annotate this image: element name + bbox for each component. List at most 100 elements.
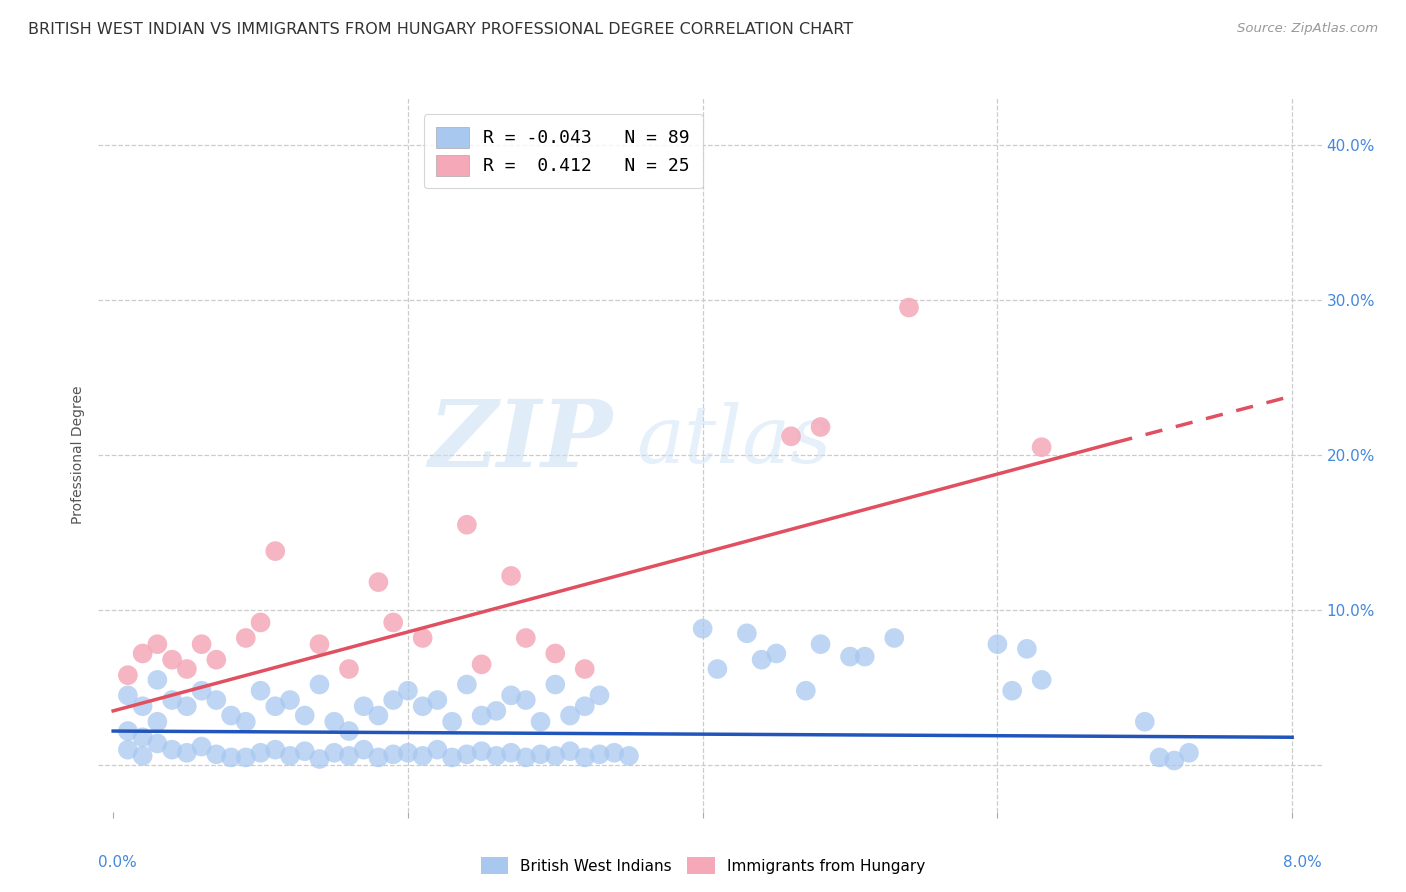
Point	[131, 748, 153, 763]
Point	[146, 637, 169, 651]
Point	[853, 649, 876, 664]
Text: ZIP: ZIP	[427, 396, 612, 485]
Point	[323, 746, 346, 760]
Point	[337, 748, 360, 763]
Point	[353, 742, 375, 756]
Point	[574, 662, 596, 676]
Point	[499, 689, 522, 703]
Point	[471, 744, 494, 758]
Point	[308, 752, 330, 766]
Point	[382, 747, 405, 762]
Point	[396, 683, 419, 698]
Point	[810, 420, 832, 434]
Point	[294, 708, 316, 723]
Point	[1015, 641, 1038, 656]
Point	[617, 748, 640, 763]
Point	[751, 653, 773, 667]
Point	[146, 714, 169, 729]
Text: BRITISH WEST INDIAN VS IMMIGRANTS FROM HUNGARY PROFESSIONAL DEGREE CORRELATION C: BRITISH WEST INDIAN VS IMMIGRANTS FROM H…	[28, 22, 853, 37]
Point	[249, 746, 271, 760]
Point	[235, 631, 257, 645]
Point	[146, 673, 169, 687]
Point	[176, 746, 198, 760]
Point	[588, 689, 610, 703]
Point	[353, 699, 375, 714]
Point	[278, 693, 301, 707]
Point	[426, 693, 449, 707]
Point	[205, 693, 228, 707]
Point	[117, 668, 139, 682]
Legend: British West Indians, Immigrants from Hungary: British West Indians, Immigrants from Hu…	[475, 851, 931, 880]
Point	[131, 699, 153, 714]
Point	[396, 746, 419, 760]
Point	[160, 742, 183, 756]
Point	[574, 750, 596, 764]
Point	[735, 626, 758, 640]
Point	[235, 750, 257, 764]
Point	[544, 748, 567, 763]
Point	[529, 747, 551, 762]
Point	[986, 637, 1008, 651]
Point	[176, 699, 198, 714]
Point	[588, 747, 610, 762]
Point	[839, 649, 862, 664]
Point	[456, 677, 478, 691]
Point	[898, 301, 921, 315]
Point	[367, 708, 389, 723]
Text: 8.0%: 8.0%	[1282, 855, 1322, 870]
Point	[485, 748, 508, 763]
Point	[412, 748, 434, 763]
Point	[883, 631, 905, 645]
Point	[515, 693, 537, 707]
Point	[515, 631, 537, 645]
Point	[692, 622, 714, 636]
Point	[190, 739, 212, 754]
Text: Source: ZipAtlas.com: Source: ZipAtlas.com	[1237, 22, 1378, 36]
Point	[367, 750, 389, 764]
Point	[412, 699, 434, 714]
Point	[235, 714, 257, 729]
Point	[367, 575, 389, 590]
Point	[205, 653, 228, 667]
Point	[1163, 754, 1185, 768]
Point	[1031, 440, 1053, 454]
Point	[426, 742, 449, 756]
Point	[456, 747, 478, 762]
Point	[603, 746, 626, 760]
Point	[131, 731, 153, 745]
Point	[499, 569, 522, 583]
Text: atlas: atlas	[637, 402, 832, 479]
Point	[485, 704, 508, 718]
Point	[544, 677, 567, 691]
Point	[176, 662, 198, 676]
Point	[412, 631, 434, 645]
Point	[278, 748, 301, 763]
Point	[323, 714, 346, 729]
Point	[117, 689, 139, 703]
Point	[308, 637, 330, 651]
Point	[441, 750, 464, 764]
Point	[706, 662, 728, 676]
Point	[558, 708, 581, 723]
Point	[471, 708, 494, 723]
Point	[160, 693, 183, 707]
Point	[1178, 746, 1201, 760]
Point	[337, 724, 360, 739]
Point	[1001, 683, 1024, 698]
Point	[499, 746, 522, 760]
Point	[249, 615, 271, 630]
Point	[219, 750, 242, 764]
Point	[117, 724, 139, 739]
Point	[160, 653, 183, 667]
Y-axis label: Professional Degree: Professional Degree	[72, 385, 86, 524]
Point	[1031, 673, 1053, 687]
Point	[794, 683, 817, 698]
Point	[117, 742, 139, 756]
Point	[249, 683, 271, 698]
Point	[264, 544, 287, 558]
Point	[1149, 750, 1171, 764]
Point	[190, 683, 212, 698]
Point	[219, 708, 242, 723]
Point	[294, 744, 316, 758]
Point	[456, 517, 478, 532]
